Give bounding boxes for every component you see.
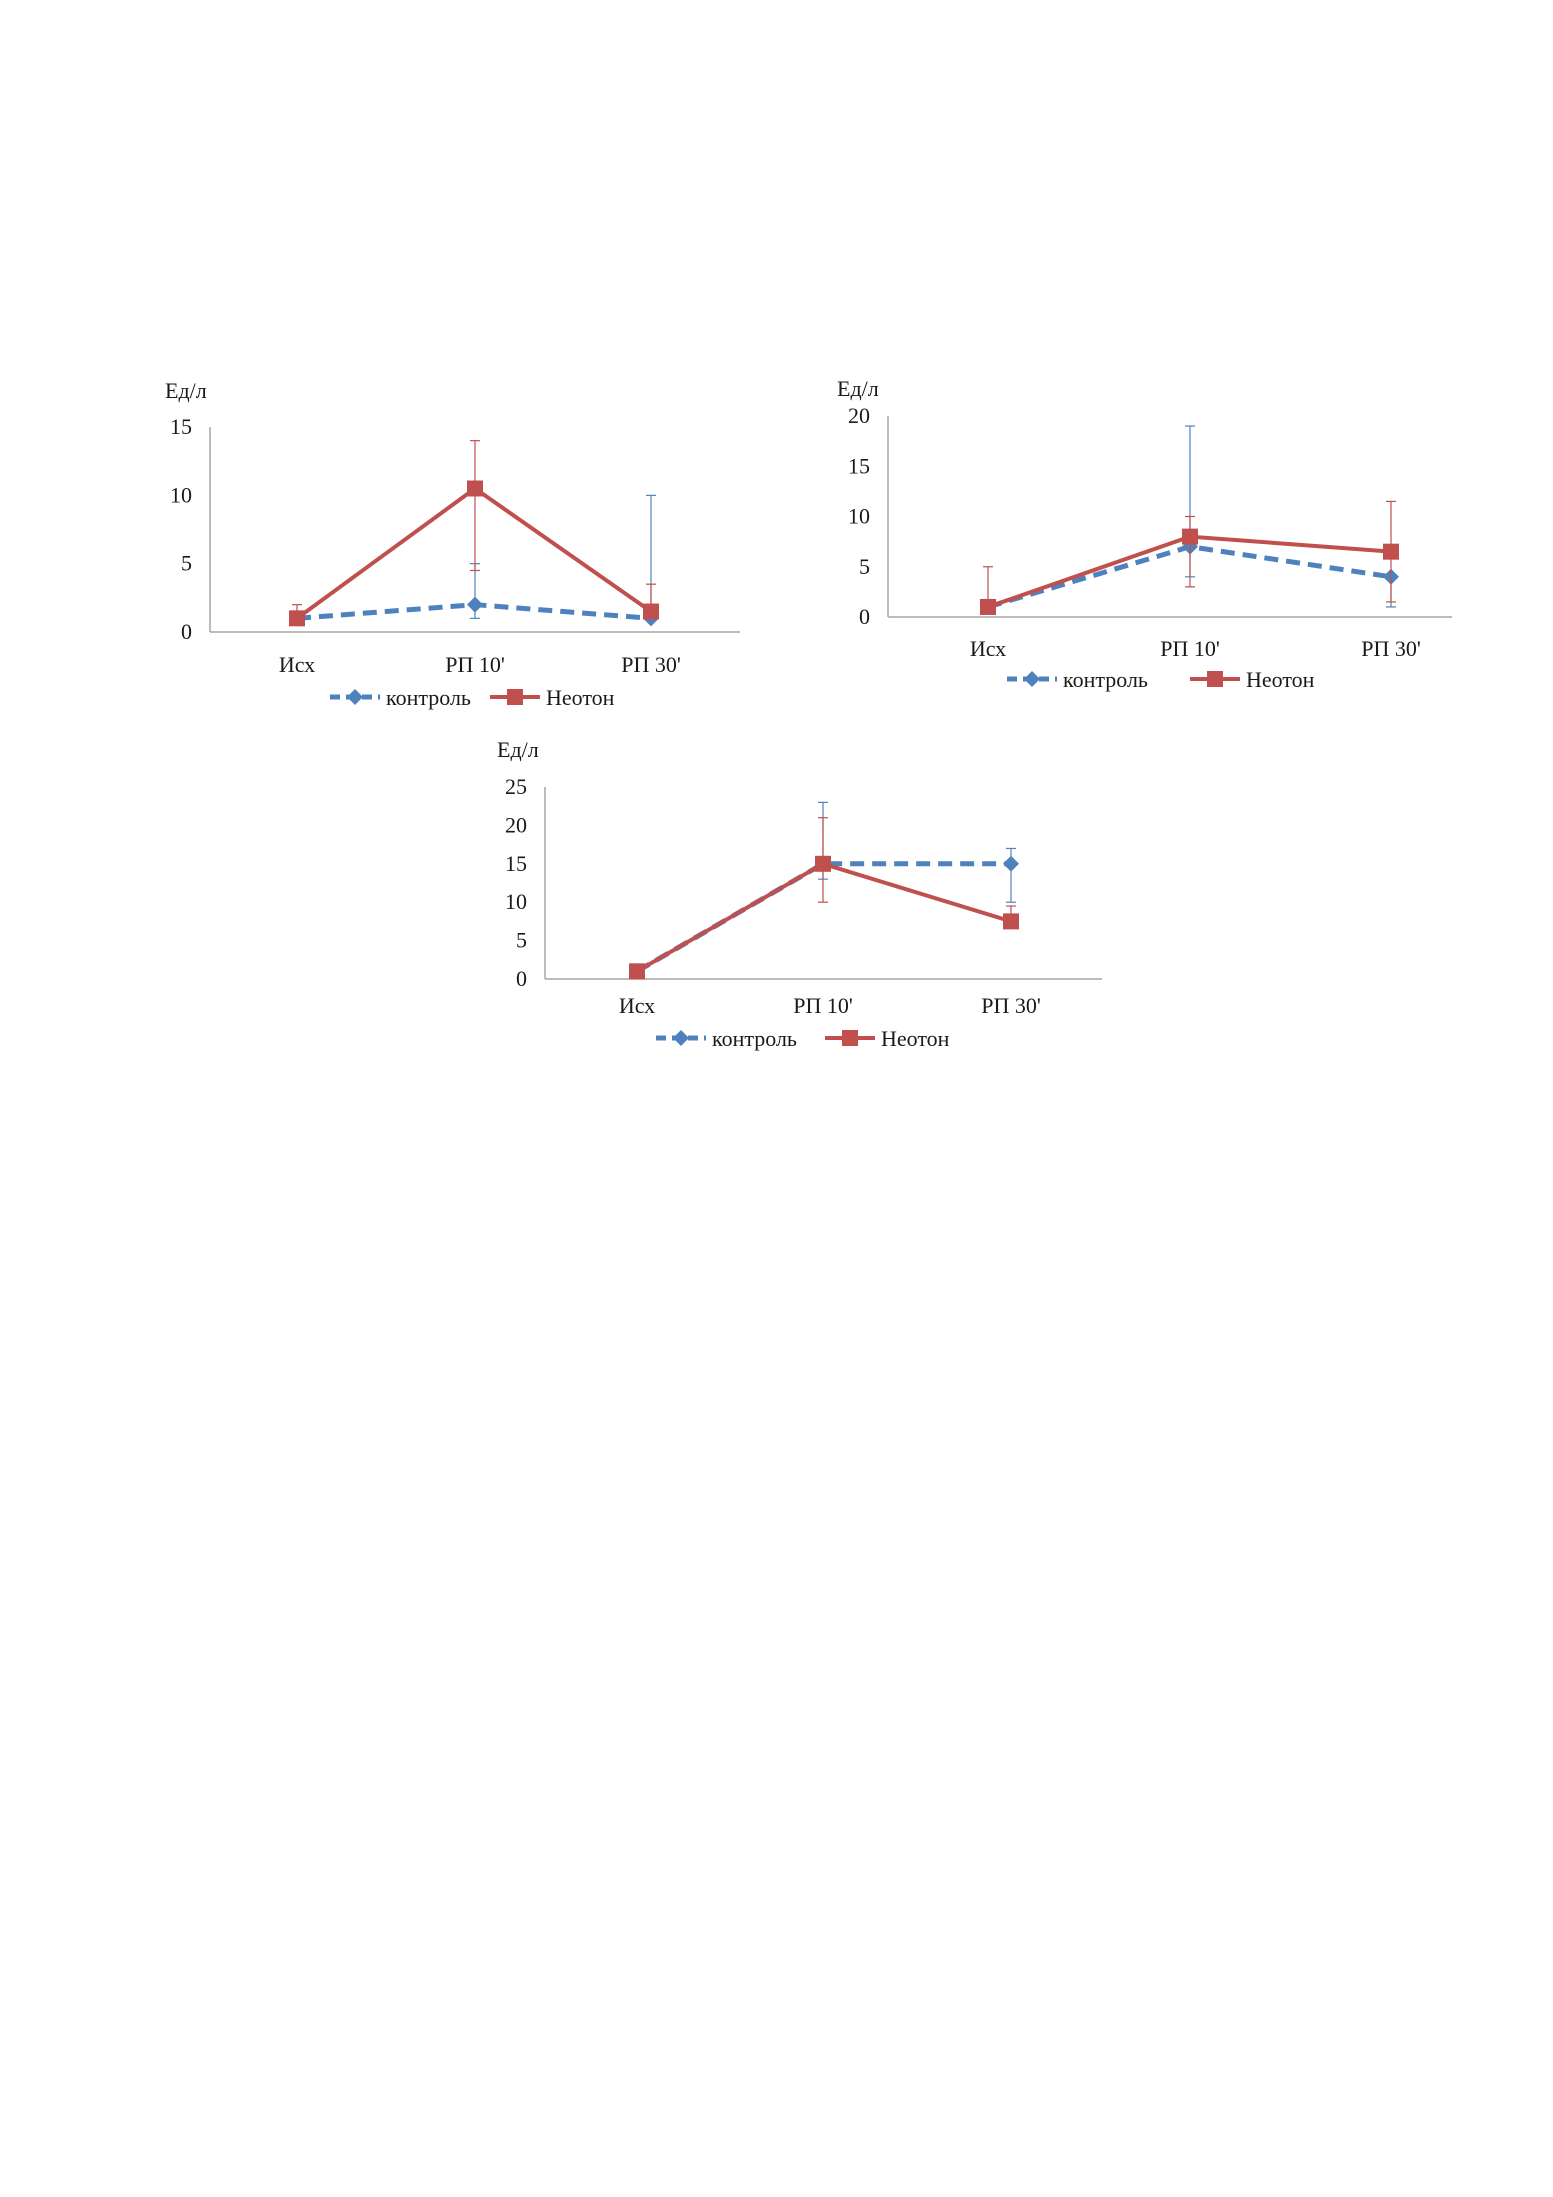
series-control: [289, 494, 659, 627]
data-point-square: [1003, 913, 1019, 930]
x-tick-label: Исх: [279, 652, 315, 677]
legend-label: контроль: [712, 1026, 797, 1051]
y-axis-label: Ед/л: [497, 737, 539, 762]
legend-label: контроль: [386, 685, 471, 710]
y-tick-label: 5: [859, 554, 870, 579]
y-tick-label: 0: [859, 604, 870, 629]
legend-label: Неотон: [546, 685, 615, 710]
legend-marker-diamond: [347, 689, 363, 705]
y-tick-label: 20: [848, 403, 870, 428]
data-point-square: [980, 598, 996, 615]
x-tick-label: РП 10': [1160, 636, 1220, 661]
chart-panel-2: Ед/л 0 5 10 15 20 Исх РП 10' РП 30' контроль Неото…: [837, 376, 1452, 692]
data-point-square: [643, 603, 659, 620]
y-tick-label: 10: [170, 482, 192, 507]
data-point-diamond: [1003, 855, 1019, 872]
legend-marker-diamond: [673, 1030, 689, 1046]
legend: контроль Неотон: [330, 685, 615, 710]
x-tick-label: Исх: [970, 636, 1006, 661]
y-tick-label: 15: [170, 414, 192, 439]
y-tick-label: 0: [181, 619, 192, 644]
series-line: [635, 861, 1011, 974]
x-tick-label: РП 30': [621, 652, 681, 677]
data-point-square: [629, 963, 645, 980]
y-tick-label: 15: [505, 851, 527, 876]
data-point-square: [1182, 528, 1198, 545]
x-tick-label: Исх: [619, 993, 655, 1018]
y-axis-label: Ед/л: [165, 378, 207, 403]
y-tick-label: 10: [505, 889, 527, 914]
legend-marker-square: [842, 1030, 858, 1046]
legend-marker-square: [1207, 671, 1223, 687]
y-tick-label: 5: [516, 928, 527, 953]
x-tick-label: РП 30': [981, 993, 1041, 1018]
series-neoton: [289, 440, 659, 627]
series-neoton: [629, 817, 1019, 980]
data-point-square: [1383, 543, 1399, 560]
legend-marker-square: [507, 689, 523, 705]
legend-marker-diamond: [1024, 671, 1040, 687]
series-neoton: [980, 500, 1399, 615]
y-tick-label: 0: [516, 966, 527, 991]
y-tick-label: 10: [848, 504, 870, 529]
y-tick-label: 25: [505, 774, 527, 799]
data-point-square: [289, 610, 305, 627]
legend-label: Неотон: [881, 1026, 950, 1051]
data-point-square: [815, 855, 831, 872]
legend: контроль Неотон: [656, 1026, 950, 1051]
legend-label: контроль: [1063, 667, 1148, 692]
series-line: [635, 861, 1012, 974]
y-axis-label: Ед/л: [837, 376, 879, 401]
data-point-diamond: [467, 596, 483, 613]
legend-label: Неотон: [1246, 667, 1315, 692]
chart-panel-1: Ед/л 0 5 10 15 Исх РП 10' РП 30' контроль Неотон: [165, 378, 740, 710]
x-tick-label: РП 30': [1361, 636, 1421, 661]
y-tick-label: 20: [505, 812, 527, 837]
data-point-square: [467, 480, 483, 497]
y-tick-label: 15: [848, 453, 870, 478]
x-tick-label: РП 10': [793, 993, 853, 1018]
y-tick-label: 5: [181, 551, 192, 576]
series-control: [629, 801, 1019, 980]
legend: контроль Неотон: [1007, 667, 1315, 692]
x-tick-label: РП 10': [445, 652, 505, 677]
chart-panel-3: Ед/л 0 5 10 15 20 25 Исх РП 10' РП 30' контроль Нео…: [497, 737, 1102, 1051]
